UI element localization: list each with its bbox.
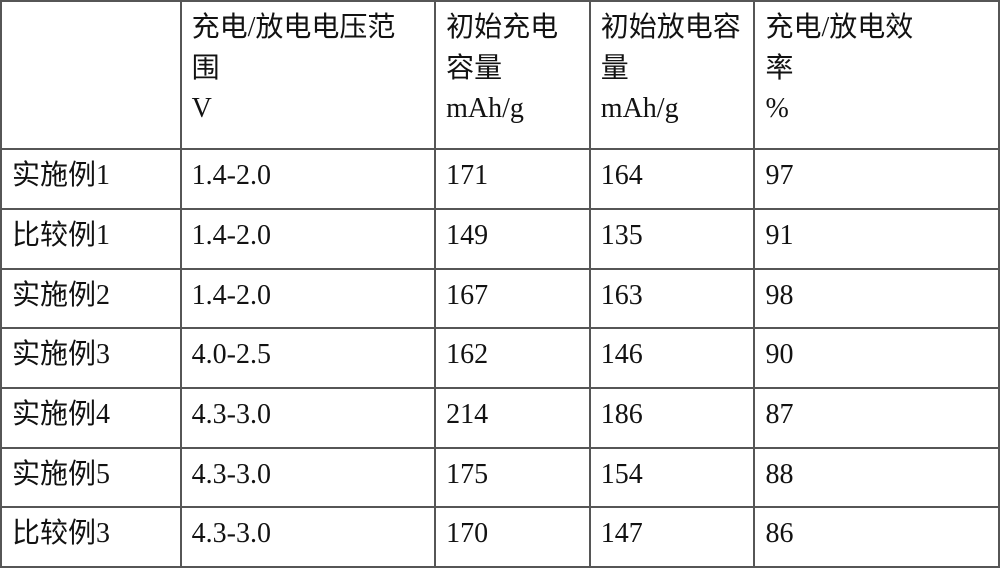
cell-eff: 87 [754,388,999,448]
cell-range: 4.3-3.0 [181,388,435,448]
header-line: 初始放电容 [601,12,741,43]
table-header-row: 充电/放电电压范 围 V 初始充电 容量 mAh/g 初始放电容 量 mAh/g… [1,1,999,149]
cell-discharge: 154 [590,448,755,508]
cell-discharge: 146 [590,328,755,388]
table-row: 实施例5 4.3-3.0 175 154 88 [1,448,999,508]
header-cell-blank [1,1,181,149]
cell-charge: 149 [435,209,590,269]
cell-label: 比较例1 [1,209,181,269]
table-row: 实施例2 1.4-2.0 167 163 98 [1,269,999,329]
header-line: 容量 [446,53,502,84]
cell-label: 实施例1 [1,149,181,209]
cell-eff: 98 [754,269,999,329]
cell-eff: 97 [754,149,999,209]
table-row: 比较例3 4.3-3.0 170 147 86 [1,507,999,567]
cell-charge: 214 [435,388,590,448]
table-container: 充电/放电电压范 围 V 初始充电 容量 mAh/g 初始放电容 量 mAh/g… [0,0,1000,568]
table-row: 比较例1 1.4-2.0 149 135 91 [1,209,999,269]
header-cell-eff: 充电/放电效 率 % [754,1,999,149]
cell-range: 1.4-2.0 [181,149,435,209]
cell-eff: 91 [754,209,999,269]
header-line: % [765,93,788,124]
cell-range: 4.3-3.0 [181,448,435,508]
cell-charge: 167 [435,269,590,329]
header-line: 量 [601,53,629,84]
header-line: mAh/g [446,93,524,124]
cell-discharge: 163 [590,269,755,329]
data-table: 充电/放电电压范 围 V 初始充电 容量 mAh/g 初始放电容 量 mAh/g… [0,0,1000,568]
cell-range: 4.3-3.0 [181,507,435,567]
cell-charge: 171 [435,149,590,209]
header-line: 率 [765,53,793,84]
cell-discharge: 147 [590,507,755,567]
header-cell-discharge: 初始放电容 量 mAh/g [590,1,755,149]
cell-discharge: 164 [590,149,755,209]
header-line: 围 [192,53,220,84]
cell-charge: 162 [435,328,590,388]
cell-range: 1.4-2.0 [181,269,435,329]
cell-eff: 86 [754,507,999,567]
cell-label: 比较例3 [1,507,181,567]
header-line: 初始充电 [446,12,558,43]
header-line: 充电/放电效 [765,12,913,43]
cell-label: 实施例2 [1,269,181,329]
cell-label: 实施例4 [1,388,181,448]
header-line: 充电/放电电压范 [192,12,396,43]
table-row: 实施例3 4.0-2.5 162 146 90 [1,328,999,388]
header-cell-charge: 初始充电 容量 mAh/g [435,1,590,149]
header-line: mAh/g [601,93,679,124]
cell-discharge: 135 [590,209,755,269]
cell-charge: 170 [435,507,590,567]
cell-discharge: 186 [590,388,755,448]
cell-range: 1.4-2.0 [181,209,435,269]
cell-label: 实施例5 [1,448,181,508]
table-row: 实施例1 1.4-2.0 171 164 97 [1,149,999,209]
cell-eff: 90 [754,328,999,388]
cell-label: 实施例3 [1,328,181,388]
cell-charge: 175 [435,448,590,508]
header-cell-voltage: 充电/放电电压范 围 V [181,1,435,149]
table-row: 实施例4 4.3-3.0 214 186 87 [1,388,999,448]
header-line: V [192,93,212,124]
cell-range: 4.0-2.5 [181,328,435,388]
cell-eff: 88 [754,448,999,508]
